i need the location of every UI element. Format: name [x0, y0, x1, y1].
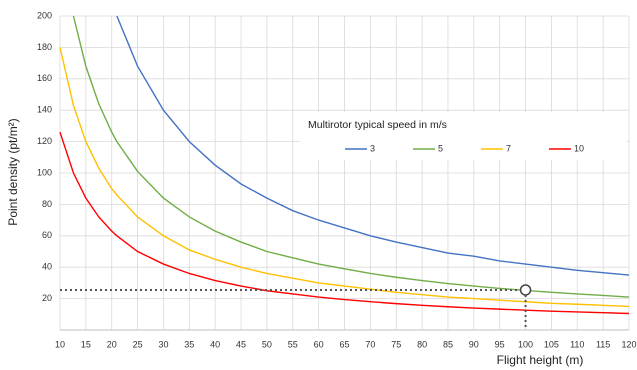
- x-tick-label: 90: [469, 339, 479, 349]
- legend-label: 3: [370, 143, 375, 153]
- x-tick-label: 65: [339, 339, 349, 349]
- y-tick-label: 40: [42, 262, 52, 272]
- y-tick-label: 140: [37, 105, 52, 115]
- x-tick-label: 100: [518, 339, 533, 349]
- y-tick-label: 100: [37, 167, 52, 177]
- x-tick-label: 20: [107, 339, 117, 349]
- x-tick-label: 110: [570, 339, 584, 349]
- x-tick-label: 40: [210, 339, 220, 349]
- x-tick-label: 85: [443, 339, 453, 349]
- legend-label: 5: [438, 143, 443, 153]
- x-tick-label: 80: [417, 339, 427, 349]
- legend-box: [300, 112, 626, 160]
- legend-label: 10: [574, 143, 584, 153]
- x-axis-title: Flight height (m): [497, 353, 584, 367]
- x-tick-label: 95: [495, 339, 505, 349]
- y-tick-label: 160: [37, 73, 52, 83]
- series-line: [116, 15, 630, 276]
- x-tick-label: 120: [621, 339, 636, 349]
- x-tick-label: 60: [314, 339, 324, 349]
- x-tick-label: 35: [184, 339, 194, 349]
- x-tick-label: 105: [544, 339, 559, 349]
- x-tick-label: 45: [236, 339, 246, 349]
- x-tick-label: 75: [391, 339, 401, 349]
- series-line: [59, 131, 630, 315]
- y-tick-label: 120: [37, 136, 52, 146]
- y-axis-title: Point density (pt/m²): [6, 118, 20, 225]
- x-tick-label: 30: [158, 339, 168, 349]
- series-line: [59, 47, 630, 308]
- x-tick-label: 15: [81, 339, 91, 349]
- y-tick-label: 20: [42, 293, 52, 303]
- x-tick-label: 10: [55, 339, 65, 349]
- x-tick-label: 50: [262, 339, 272, 349]
- y-tick-label: 80: [42, 199, 52, 209]
- y-tick-label: 180: [37, 42, 52, 52]
- legend-label: 7: [506, 143, 511, 153]
- y-tick-label: 60: [42, 230, 52, 240]
- legend-title: Multirotor typical speed in m/s: [308, 119, 447, 131]
- x-tick-label: 70: [365, 339, 375, 349]
- y-tick-label: 200: [37, 10, 52, 20]
- x-tick-label: 25: [133, 339, 143, 349]
- x-tick-label: 55: [288, 339, 298, 349]
- reference-point: [519, 284, 532, 296]
- x-tick-label: 115: [596, 339, 610, 349]
